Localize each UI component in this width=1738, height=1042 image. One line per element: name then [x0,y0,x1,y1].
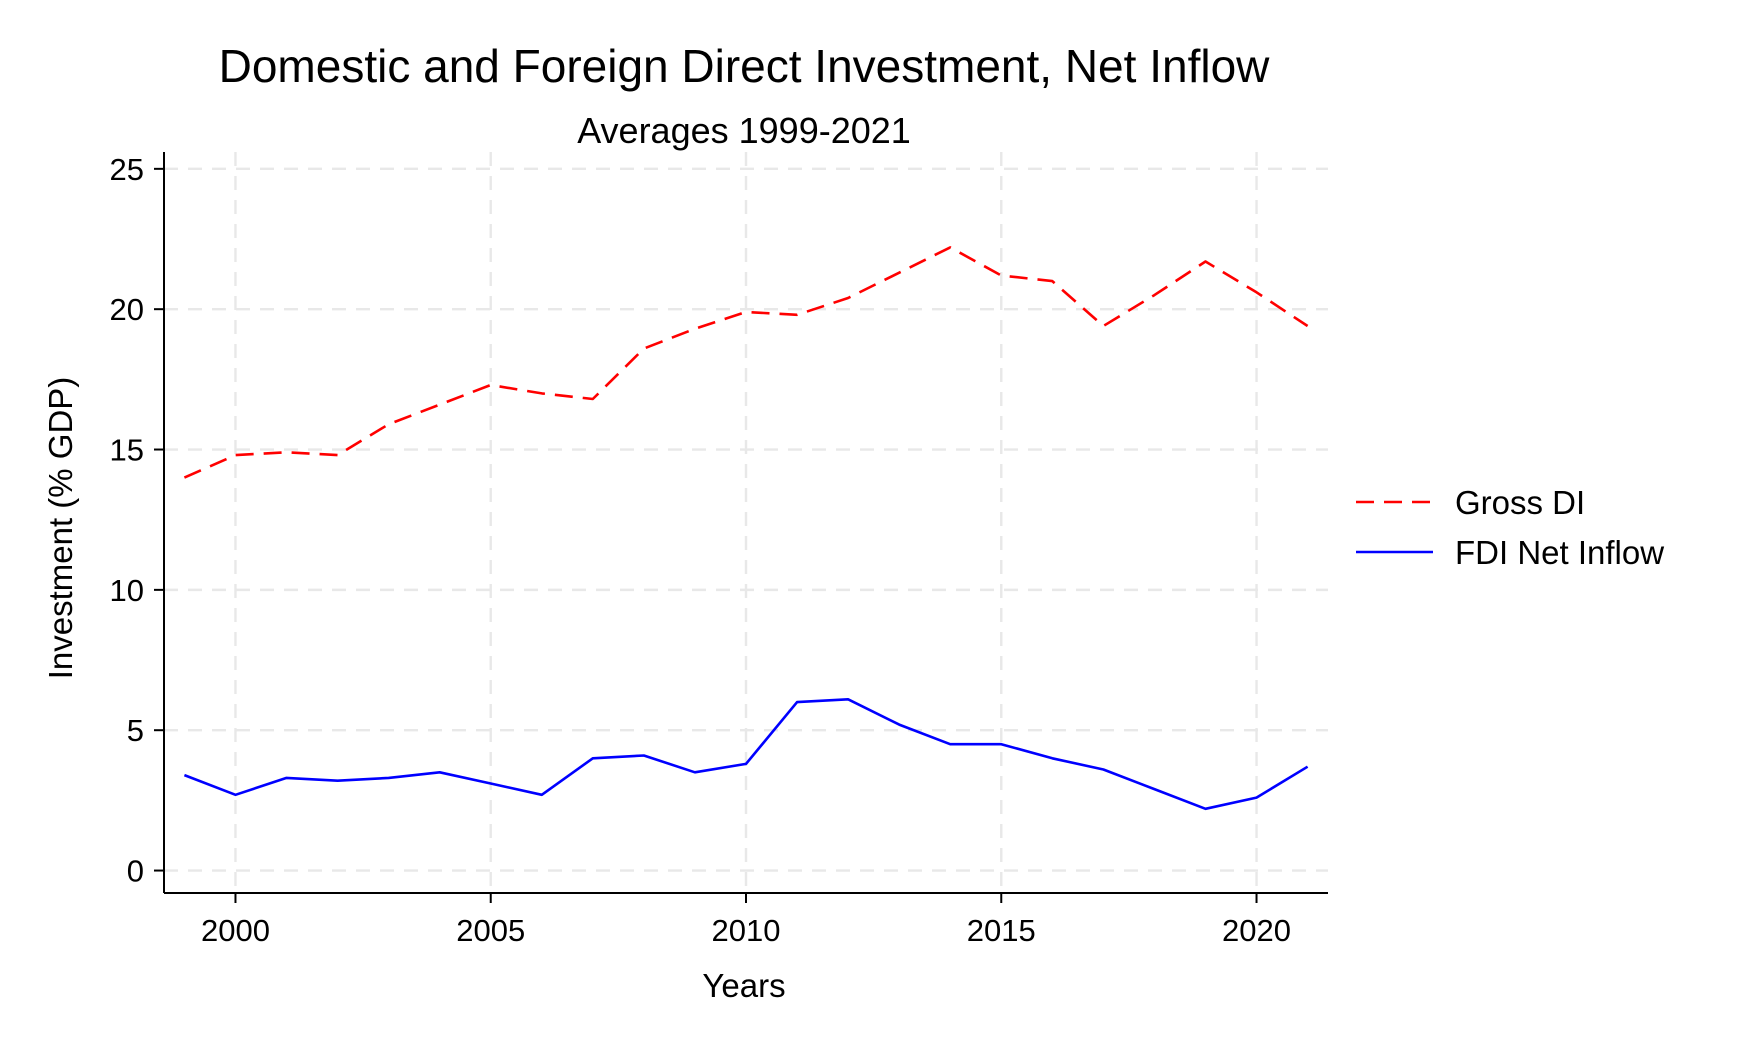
x-axis-label: Years [702,967,785,1004]
chart-title: Domestic and Foreign Direct Investment, … [219,40,1271,92]
x-tick-label: 2000 [201,913,270,948]
y-tick-label: 0 [127,854,144,889]
series-line-gross-di [183,246,1309,479]
y-axis-label: Investment (% GDP) [42,377,79,680]
legend: Gross DI FDI Net Inflow [1356,484,1664,571]
chart-subtitle: Averages 1999-2021 [577,110,911,151]
x-tick-label: 2015 [967,913,1036,948]
x-tick-label: 2020 [1222,913,1291,948]
x-tick-label: 2005 [456,913,525,948]
legend-label: FDI Net Inflow [1455,534,1664,571]
y-tick-label: 10 [110,573,144,608]
y-tick-label: 20 [110,292,144,327]
series-group [183,246,1309,811]
y-tick-label: 15 [110,433,144,468]
axes: 0 5 10 15 20 25 2000 2005 2010 2015 2020 [110,152,1328,948]
x-tick-label: 2010 [712,913,781,948]
y-tick-label: 5 [127,713,144,748]
y-tick-label: 25 [110,152,144,187]
legend-label: Gross DI [1455,484,1585,521]
series-line-fdi-net-inflow [183,697,1309,811]
grid [164,152,1328,893]
